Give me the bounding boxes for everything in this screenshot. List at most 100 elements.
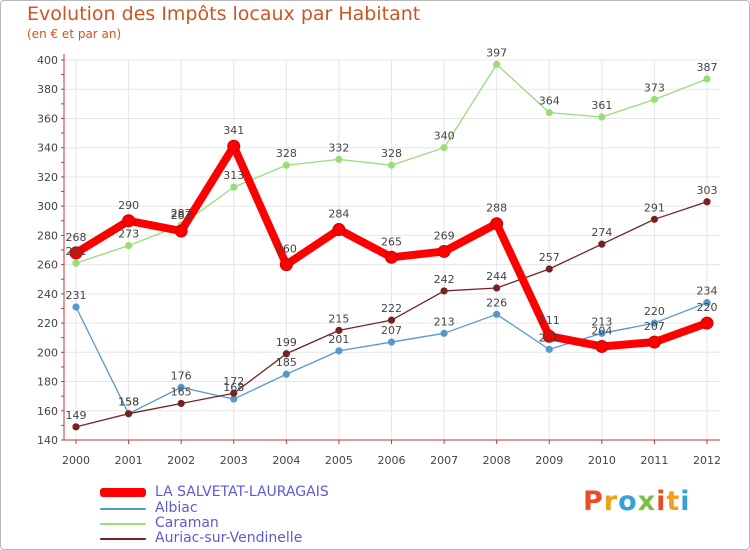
data-label-albiac: 220 [644,305,665,318]
data-label-la-salvetat-lauragais: 290 [118,199,139,212]
data-label-albiac: 168 [223,381,244,394]
data-label-auriac-sur-vendinelle: 199 [276,336,297,349]
data-point-auriac-sur-vendinelle [335,326,343,334]
data-point-albiac [230,395,238,403]
data-label-auriac-sur-vendinelle: 165 [171,385,192,398]
data-point-la-salvetat-lauragais [174,224,188,238]
data-label-caraman: 328 [276,147,297,160]
data-label-caraman: 261 [66,245,87,258]
legend-swatch-albiac [100,508,146,510]
y-tick-label: 200 [37,346,58,359]
legend-swatch-auriac-sur-vendinelle [100,538,146,540]
data-labels: 268 290 283 341 260 284 265 269 288 211 204 207 220 2… [66,46,718,421]
proxiti-logo: Proxiti [583,486,691,517]
data-point-la-salvetat-lauragais [332,223,346,237]
data-point-la-salvetat-lauragais [122,214,136,228]
y-tick-label: 180 [37,376,58,389]
data-label-caraman: 373 [644,81,665,94]
data-point-caraman [598,113,606,121]
axes: 140 160 180 200 220 240 260 280 300 320 340 360 380 4… [37,54,721,467]
data-point-auriac-sur-vendinelle [177,399,185,408]
data-point-albiac [493,310,501,318]
data-point-la-salvetat-lauragais [542,329,556,343]
data-label-caraman: 397 [486,46,507,59]
data-point-la-salvetat-lauragais [385,250,398,264]
legend-label-albiac: Albiac [155,500,198,516]
data-point-caraman [493,60,501,68]
data-point-caraman [703,75,711,83]
x-tick-label: 2001 [115,454,143,467]
data-label-albiac: 176 [171,369,192,382]
data-label-auriac-sur-vendinelle: 215 [328,312,349,325]
y-tick-label: 360 [37,112,58,125]
data-label-caraman: 287 [171,207,192,220]
data-point-caraman [282,161,290,169]
y-tick-label: 340 [37,142,58,155]
data-label-albiac: 234 [697,285,718,298]
data-point-auriac-sur-vendinelle [545,265,553,273]
data-point-caraman [72,259,80,267]
data-label-la-salvetat-lauragais: 284 [328,208,349,221]
legend-label-la-salvetat-lauragais: LA SALVETAT-LAURAGAIS [155,484,329,500]
logo-letter: i [656,486,667,517]
y-tick-label: 220 [37,317,58,330]
data-label-caraman: 361 [591,99,612,112]
legend-swatch-la-salvetat-lauragais [100,488,146,497]
data-point-caraman [230,183,238,191]
legend-swatch-caraman [100,523,146,525]
data-point-albiac [598,329,606,337]
legend-label-auriac-sur-vendinelle: Auriac-sur-Vendinelle [155,530,303,546]
data-point-albiac [335,347,343,355]
data-point-la-salvetat-lauragais [490,217,504,231]
data-label-caraman: 364 [539,95,560,108]
y-tick-label: 400 [37,54,58,67]
data-label-caraman: 387 [697,61,718,74]
logo-letter: r [603,486,619,517]
data-point-auriac-sur-vendinelle [387,316,396,324]
data-point-caraman [545,109,553,117]
data-point-la-salvetat-lauragais [437,244,451,258]
logo-letter: x [637,486,657,517]
data-label-auriac-sur-vendinelle: 222 [381,302,402,315]
data-label-auriac-sur-vendinelle: 291 [644,201,665,214]
data-label-auriac-sur-vendinelle: 242 [434,273,455,286]
data-label-caraman: 313 [223,169,244,182]
data-label-albiac: 201 [328,333,349,346]
data-label-auriac-sur-vendinelle: 172 [223,375,244,388]
logo-letter: P [583,486,604,517]
data-point-auriac-sur-vendinelle [703,198,711,206]
grid [64,59,720,441]
data-point-auriac-sur-vendinelle [493,284,501,292]
y-tick-label: 240 [37,288,58,301]
x-tick-label: 2012 [693,454,721,467]
data-point-caraman [440,144,448,152]
data-label-albiac: 226 [486,296,507,309]
x-tick-label: 2006 [378,454,406,467]
data-point-albiac [177,383,185,391]
data-label-albiac: 207 [381,324,402,337]
data-point-auriac-sur-vendinelle [230,389,238,397]
x-tick-label: 2010 [588,454,616,467]
data-label-la-salvetat-lauragais: 220 [697,301,718,314]
x-tick-label: 2005 [325,454,353,467]
x-tick-label: 2004 [272,454,300,467]
x-tick-label: 2008 [483,454,511,467]
data-label-la-salvetat-lauragais: 260 [276,243,297,256]
data-label-auriac-sur-vendinelle: 244 [486,270,507,283]
data-label-auriac-sur-vendinelle: 274 [591,226,612,239]
data-label-la-salvetat-lauragais: 268 [66,231,87,244]
data-point-albiac [650,319,659,327]
data-point-caraman [124,242,133,250]
y-tick-label: 260 [37,259,58,272]
data-label-auriac-sur-vendinelle: 158 [118,396,139,409]
data-label-albiac: 213 [591,315,612,328]
data-label-caraman: 332 [328,141,349,154]
chart-title: Evolution des Impôts locaux par Habitant [27,3,421,25]
data-point-albiac [440,329,448,337]
x-tick-label: 2007 [430,454,458,467]
data-label-la-salvetat-lauragais: 269 [434,229,455,242]
data-point-auriac-sur-vendinelle [282,350,290,358]
data-point-albiac [387,338,396,346]
